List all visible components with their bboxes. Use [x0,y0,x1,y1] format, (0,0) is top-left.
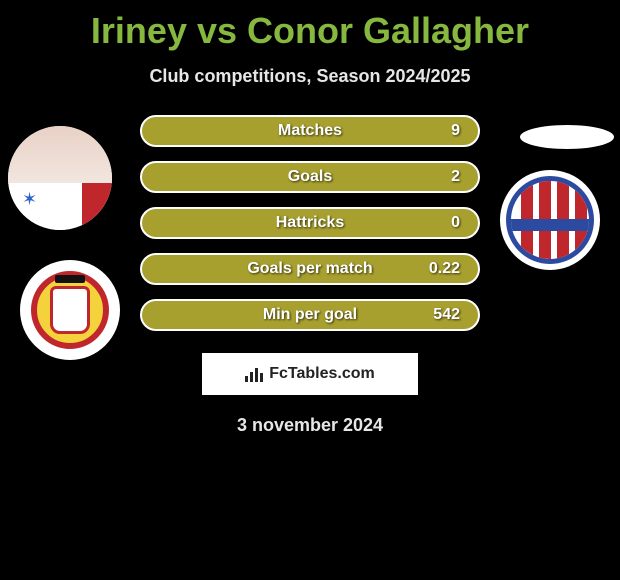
stat-value: 0.22 [429,260,460,278]
stat-label: Goals [288,168,332,186]
stat-row: Min per goal 542 [0,299,620,331]
stat-label: Min per goal [263,306,357,324]
stat-label: Hattricks [276,214,344,232]
stat-label: Matches [278,122,342,140]
stat-pill-matches: Matches 9 [140,115,480,147]
stat-value: 9 [451,122,460,140]
brand-text: FcTables.com [269,365,375,383]
page-title: Iriney vs Conor Gallagher [0,0,620,52]
stat-pill-goals: Goals 2 [140,161,480,193]
stat-row: Matches 9 [0,115,620,147]
date-text: 3 november 2024 [0,415,620,436]
stat-value: 0 [451,214,460,232]
stat-value: 2 [451,168,460,186]
brand-box[interactable]: FcTables.com [202,353,418,395]
stat-pill-hattricks: Hattricks 0 [140,207,480,239]
stat-pill-min-per-goal: Min per goal 542 [140,299,480,331]
page-subtitle: Club competitions, Season 2024/2025 [0,66,620,87]
stat-row: Hattricks 0 [0,207,620,239]
stat-row: Goals 2 [0,161,620,193]
stat-row: Goals per match 0.22 [0,253,620,285]
stats-container: Matches 9 Goals 2 Hattricks 0 Goals per … [0,115,620,331]
bar-chart-icon [245,366,263,382]
stat-value: 542 [433,306,460,324]
stat-pill-goals-per-match: Goals per match 0.22 [140,253,480,285]
stat-label: Goals per match [247,260,372,278]
